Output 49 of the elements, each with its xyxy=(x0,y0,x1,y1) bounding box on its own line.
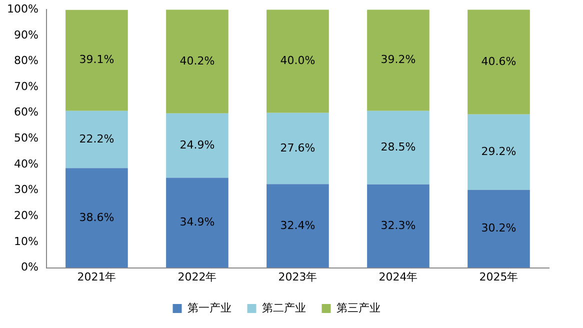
bar xyxy=(367,184,430,268)
text: 38.6% xyxy=(79,210,114,224)
text: 34.9% xyxy=(180,216,215,229)
y-tick-label: 30% xyxy=(14,183,38,196)
bar xyxy=(166,178,228,268)
text: 32.3% xyxy=(380,218,416,232)
text: 40.6% xyxy=(481,54,516,68)
bar xyxy=(367,10,430,111)
y-tick-label: 20% xyxy=(14,209,38,222)
y-tick-label: 0% xyxy=(20,260,38,274)
legend-label: 第三产业 xyxy=(336,301,380,314)
legend-label: 第二产业 xyxy=(262,301,306,314)
text: 40.2% xyxy=(180,54,215,68)
bar xyxy=(66,168,128,268)
text: 39.1% xyxy=(79,53,114,66)
bar xyxy=(66,10,128,111)
bar xyxy=(266,112,329,184)
y-tick-label: 60% xyxy=(14,106,38,119)
y-tick-label: 50% xyxy=(14,132,38,145)
bar xyxy=(166,10,228,114)
y-tick-label: 10% xyxy=(14,234,38,248)
x-tick-label: 2022年 xyxy=(178,270,217,284)
text: 24.9% xyxy=(180,138,215,152)
y-tick-label: 80% xyxy=(14,54,38,68)
bar xyxy=(468,10,530,114)
text: 30.2% xyxy=(481,222,516,235)
bar xyxy=(166,113,228,178)
text: 29.2% xyxy=(481,144,516,158)
text: 40.0% xyxy=(280,54,316,68)
bar xyxy=(266,184,329,268)
x-tick-label: 2024年 xyxy=(378,270,418,284)
bar xyxy=(468,114,530,190)
bar xyxy=(66,110,128,168)
legend-label: 第一产业 xyxy=(187,301,232,314)
text: 27.6% xyxy=(280,141,316,154)
text: 22.2% xyxy=(79,132,114,146)
bar xyxy=(468,190,530,268)
y-tick-label: 100% xyxy=(6,2,38,16)
x-tick-label: 2021年 xyxy=(77,270,116,284)
text: 39.2% xyxy=(380,53,416,66)
text: 28.5% xyxy=(380,140,416,154)
y-tick-label: 40% xyxy=(14,157,38,170)
y-tick-label: 90% xyxy=(14,28,38,42)
y-tick-label: 70% xyxy=(14,80,38,93)
bar xyxy=(266,10,329,113)
bar xyxy=(367,110,430,184)
x-tick-label: 2025年 xyxy=(479,270,518,284)
x-tick-label: 2023年 xyxy=(278,270,318,284)
text: 32.4% xyxy=(280,218,316,232)
